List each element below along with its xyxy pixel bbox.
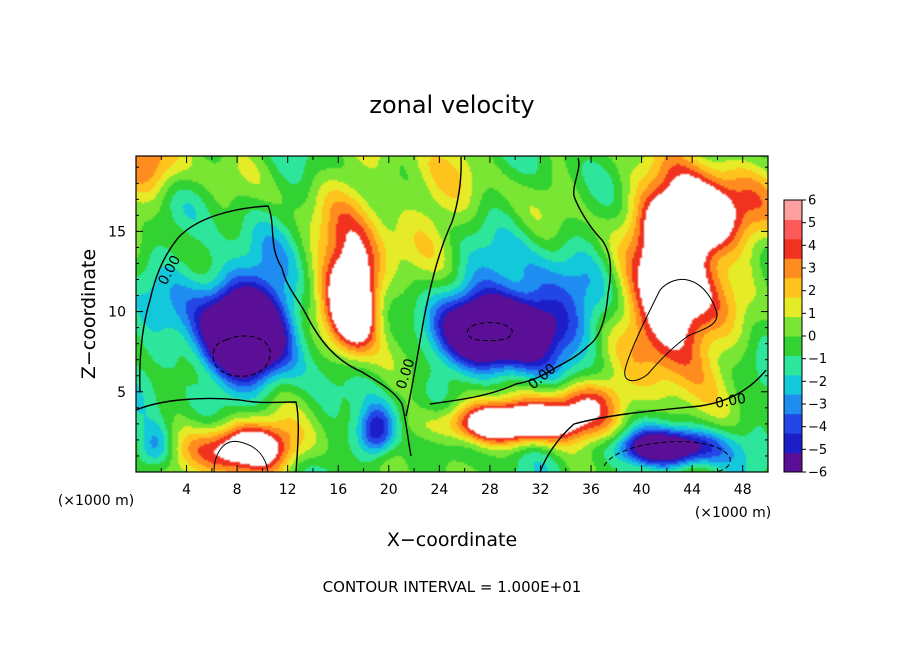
zero-contour-lower bbox=[135, 397, 300, 473]
contour-lines bbox=[135, 156, 767, 473]
contour-label: 0.00 bbox=[714, 391, 747, 412]
plot-frame bbox=[135, 155, 769, 473]
x-tick-label: 48 bbox=[734, 482, 752, 498]
contour-bottom-left-solid bbox=[213, 440, 269, 473]
colorbar-label: 2 bbox=[808, 284, 816, 299]
y-tick-label: 5 bbox=[117, 385, 126, 401]
y-axis: 5 10 15 bbox=[108, 166, 768, 457]
colorbar-label: 1 bbox=[808, 307, 816, 322]
colorbar-label: 5 bbox=[808, 216, 816, 231]
contour-dashed-left bbox=[212, 335, 271, 377]
colorbar-label: 3 bbox=[808, 262, 816, 277]
colorbar-label: −4 bbox=[808, 420, 827, 435]
colorbar-label: 4 bbox=[808, 239, 816, 254]
colorbar-band bbox=[784, 200, 802, 220]
colorbar-band bbox=[784, 219, 802, 240]
colorbar-band bbox=[784, 433, 802, 454]
x-tick-label: 36 bbox=[582, 482, 600, 498]
x-tick-label: 28 bbox=[481, 482, 499, 498]
x-tick-label: 12 bbox=[279, 482, 297, 498]
y-tick-label: 10 bbox=[108, 305, 126, 321]
y-tick-label: 15 bbox=[108, 224, 126, 240]
x-unit-label-right: (×1000 m) bbox=[695, 505, 771, 521]
colorbar-band bbox=[784, 394, 802, 415]
zero-contour-right-upper bbox=[429, 157, 612, 405]
colorbar-band bbox=[784, 277, 802, 298]
colorbar-label: 0 bbox=[808, 330, 816, 345]
colorbar-label: −2 bbox=[808, 375, 827, 390]
contour-interval-note: CONTOUR INTERVAL = 1.000E+01 bbox=[323, 578, 582, 596]
x-tick-label: 32 bbox=[532, 482, 550, 498]
contour-dashed-bottom bbox=[603, 441, 731, 473]
zero-contour-mid bbox=[405, 156, 462, 417]
colorbar-label: 6 bbox=[808, 194, 816, 209]
x-tick-label: 16 bbox=[329, 482, 347, 498]
colorbar: 6 5 4 3 2 1 0 −1 −2 −3 −4 −5 −6 bbox=[783, 194, 827, 481]
zero-contour-right-lower bbox=[539, 369, 767, 473]
chart-title: zonal velocity bbox=[369, 91, 534, 119]
colorbar-band bbox=[784, 374, 802, 395]
contour-dashed-mid bbox=[466, 322, 513, 342]
x-tick-label: 8 bbox=[233, 482, 242, 498]
zero-contour-left bbox=[139, 205, 412, 457]
colorbar-label: −6 bbox=[808, 466, 827, 481]
x-tick-label: 20 bbox=[380, 482, 398, 498]
x-unit-label-left: (×1000 m) bbox=[58, 493, 134, 509]
colorbar-band bbox=[784, 316, 802, 337]
colorbar-band bbox=[784, 336, 802, 356]
x-axis-label: X−coordinate bbox=[387, 529, 517, 551]
colorbar-label: −1 bbox=[808, 352, 827, 367]
colorbar-band bbox=[784, 413, 802, 434]
x-axis: 4 8 12 16 20 24 28 32 36 40 44 48 bbox=[160, 156, 752, 498]
contour-right-solid bbox=[624, 278, 718, 382]
x-tick-label: 24 bbox=[430, 482, 448, 498]
colorbar-band bbox=[784, 355, 802, 376]
y-axis-label: Z−coordinate bbox=[78, 249, 100, 379]
x-tick-label: 44 bbox=[683, 482, 701, 498]
colorbar-band bbox=[784, 258, 802, 279]
colorbar-band bbox=[784, 238, 802, 259]
plot-area: 0.00 0.00 0.00 0.00 4 8 12 16 20 24 28 32 36 40 44… bbox=[108, 155, 769, 498]
x-tick-label: 4 bbox=[182, 482, 191, 498]
x-tick-label: 40 bbox=[633, 482, 651, 498]
colorbar-label: −3 bbox=[808, 398, 827, 413]
colorbar-band bbox=[784, 452, 802, 473]
colorbar-band bbox=[784, 297, 802, 318]
velocity-field bbox=[136, 156, 768, 472]
colorbar-label: −5 bbox=[808, 443, 827, 458]
